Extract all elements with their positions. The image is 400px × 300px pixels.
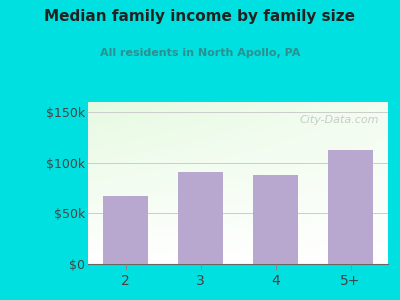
Bar <box>103 196 148 264</box>
Text: Median family income by family size: Median family income by family size <box>44 9 356 24</box>
Bar <box>253 175 298 264</box>
Bar <box>328 150 373 264</box>
Bar <box>178 172 223 264</box>
Text: All residents in North Apollo, PA: All residents in North Apollo, PA <box>100 48 300 58</box>
Text: City-Data.com: City-Data.com <box>300 115 379 125</box>
